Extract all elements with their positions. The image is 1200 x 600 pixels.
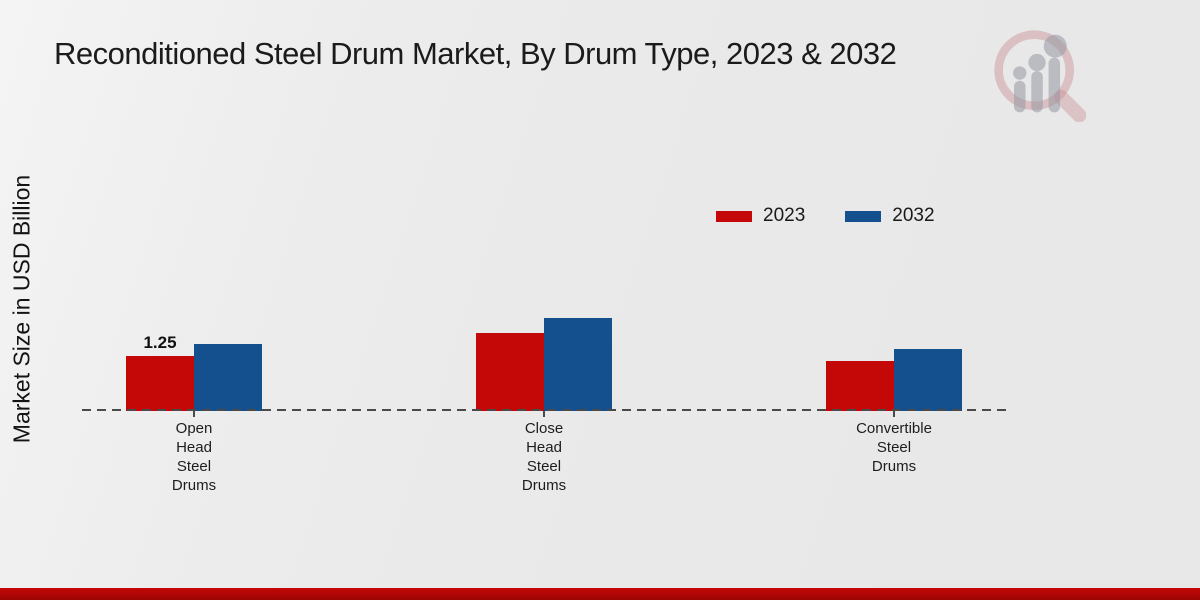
bar-2023-convertible bbox=[826, 361, 894, 411]
axis-tick bbox=[193, 411, 195, 417]
bar-group-convertible bbox=[826, 349, 962, 411]
legend-swatch-2023 bbox=[716, 210, 752, 222]
legend-label-2032: 2032 bbox=[892, 205, 935, 226]
chart-title: Reconditioned Steel Drum Market, By Drum… bbox=[54, 36, 897, 71]
bar-value-label: 1.25 bbox=[143, 333, 177, 352]
legend: 2023 2032 bbox=[716, 205, 935, 227]
bar-2023-open-head: 1.25 bbox=[126, 333, 194, 411]
legend-swatch-2032 bbox=[845, 210, 882, 222]
legend-item-2032: 2032 bbox=[845, 205, 935, 227]
axis-tick bbox=[893, 411, 895, 417]
x-axis-label-convertible: Convertible Steel Drums bbox=[856, 420, 932, 475]
bar-2023-close-head bbox=[476, 333, 544, 411]
x-axis-label-close-head: Close Head Steel Drums bbox=[521, 420, 567, 494]
bar-group-close-head bbox=[476, 318, 612, 411]
y-axis-label: Market Size in USD Billion bbox=[8, 174, 35, 444]
x-axis-label-open-head: Open Head Steel Drums bbox=[171, 420, 217, 494]
bar-2032-convertible bbox=[894, 349, 962, 411]
axis-tick bbox=[543, 411, 545, 417]
legend-label-2023: 2023 bbox=[763, 205, 806, 226]
x-axis-baseline bbox=[82, 409, 1008, 411]
brand-logo-magnifier-chart-icon bbox=[994, 30, 1086, 122]
legend-item-2023: 2023 bbox=[716, 205, 805, 227]
bar-2032-open-head bbox=[194, 344, 262, 411]
footer-accent-bar bbox=[0, 588, 1200, 600]
bar-2032-close-head bbox=[544, 318, 612, 411]
bar-group-open-head: 1.25 bbox=[126, 333, 262, 411]
